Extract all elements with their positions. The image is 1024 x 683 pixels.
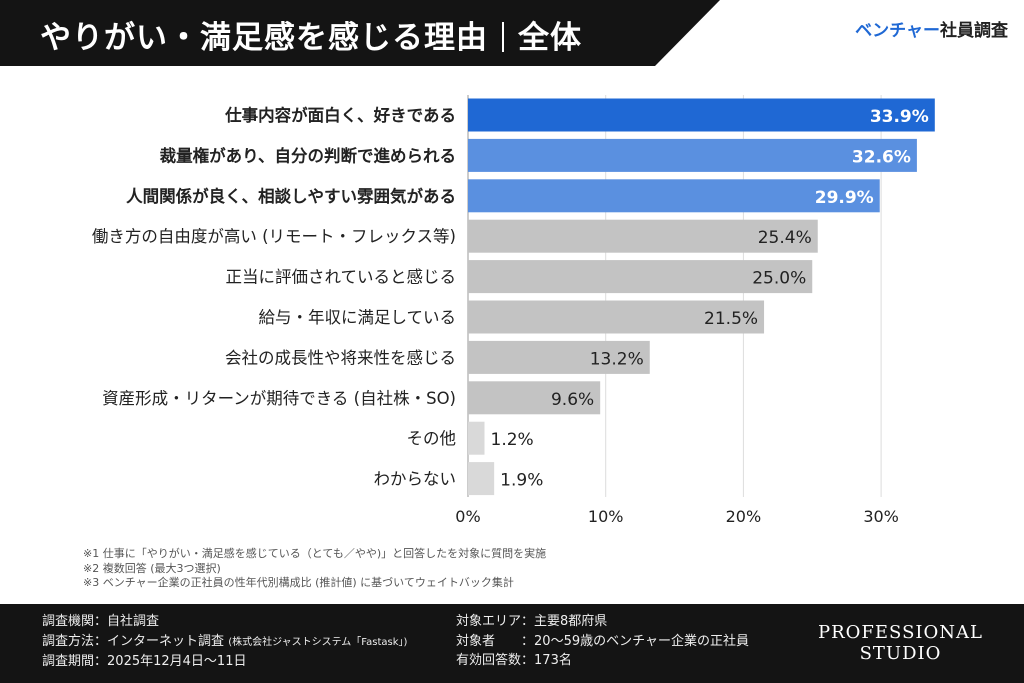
footer-item: 調査機関：自社調査 bbox=[42, 614, 160, 629]
data-label: 25.4% bbox=[758, 228, 812, 248]
data-label: 1.2% bbox=[491, 430, 534, 450]
category-label: 会社の成長性や将来性を感じる bbox=[225, 348, 456, 367]
footer-right: 対象エリア：主要8都府県 対象者 ：20〜59歳のベンチャー企業の正社員 有効回… bbox=[456, 612, 749, 671]
data-label: 13.2% bbox=[590, 349, 644, 369]
title-sub: 全体 bbox=[518, 20, 582, 56]
category-label: その他 bbox=[407, 429, 457, 448]
bar bbox=[468, 138, 917, 172]
bar bbox=[468, 421, 485, 455]
category-label: 仕事内容が面白く、好きである bbox=[224, 105, 456, 125]
data-label: 9.6% bbox=[551, 390, 594, 410]
category-label: 給与・年収に満足している bbox=[258, 308, 456, 327]
header-band bbox=[0, 0, 720, 66]
data-label: 1.9% bbox=[500, 471, 543, 491]
page-title: やりがい・満足感を感じる理由 全体 bbox=[40, 12, 582, 57]
data-label: 33.9% bbox=[870, 107, 929, 127]
bar-chart: 0% 10% 20% 30% 仕事内容が面白く、好きである 33.9% 裁量権があり、自分の… bbox=[92, 95, 935, 526]
bar bbox=[468, 98, 935, 132]
footer-item: 対象エリア：主要8都府県 bbox=[456, 614, 608, 629]
professional-studio-logo: PROFESSIONAL STUDIO bbox=[818, 622, 983, 664]
bar bbox=[468, 462, 495, 496]
brand-label: ベンチャー社員調査 bbox=[855, 16, 1008, 41]
footnote-2: ※2 複数回答 (最大3つ選択) bbox=[83, 561, 221, 575]
footer-item: 対象者 ：20〜59歳のベンチャー企業の正社員 bbox=[456, 633, 749, 649]
data-label: 25.0% bbox=[752, 269, 806, 289]
brand-rest: 社員調査 bbox=[940, 21, 1008, 41]
brand-accent: ベンチャー bbox=[855, 21, 940, 41]
footer-item: 調査方法：インターネット調査 (株式会社ジャストシステム「Fastask」) bbox=[42, 633, 408, 649]
footer-item: 有効回答数：173名 bbox=[456, 653, 572, 668]
footer-left: 調査機関：自社調査 調査方法：インターネット調査 (株式会社ジャストシステム「F… bbox=[42, 612, 407, 672]
bar bbox=[468, 260, 813, 294]
data-label: 29.9% bbox=[815, 188, 874, 208]
category-label: 正当に評価されていると感じる bbox=[225, 268, 456, 287]
bar bbox=[468, 340, 650, 374]
bar bbox=[468, 300, 765, 334]
x-tick-label: 30% bbox=[863, 507, 899, 526]
footer-item: 調査期間：2025年12月4日〜11日 bbox=[42, 654, 247, 669]
category-label: わからない bbox=[374, 470, 457, 489]
category-label: 資産形成・リターンが期待できる (自社株・SO) bbox=[102, 389, 456, 408]
title-main: やりがい・満足感を感じる理由 bbox=[40, 20, 488, 56]
data-label: 32.6% bbox=[852, 147, 911, 167]
data-label: 21.5% bbox=[704, 309, 758, 329]
footnotes: ※1 仕事に「やりがい・満足感を感じている（とても／やや)」と回答したを対象に質… bbox=[83, 547, 546, 591]
bar bbox=[468, 219, 818, 253]
x-tick-label: 20% bbox=[726, 507, 762, 526]
bar bbox=[468, 179, 880, 213]
category-label: 人間関係が良く、相談しやすい雰囲気がある bbox=[126, 186, 456, 206]
x-tick-label: 10% bbox=[588, 507, 624, 526]
category-label: 働き方の自由度が高い (リモート・フレックス等) bbox=[92, 227, 456, 246]
title-divider bbox=[502, 22, 504, 52]
footnote-3: ※3 ベンチャー企業の正社員の性年代別構成比 (推計値) に基づいてウェイトバッ… bbox=[83, 576, 514, 589]
category-label: 裁量権があり、自分の判断で進められる bbox=[160, 145, 456, 165]
x-tick-label: 0% bbox=[455, 507, 480, 526]
bar bbox=[468, 381, 601, 415]
footnote-1: ※1 仕事に「やりがい・満足感を感じている（とても／やや)」と回答したを対象に質… bbox=[83, 547, 547, 560]
survey-footer: 調査機関：自社調査 調査方法：インターネット調査 (株式会社ジャストシステム「F… bbox=[0, 604, 1024, 683]
